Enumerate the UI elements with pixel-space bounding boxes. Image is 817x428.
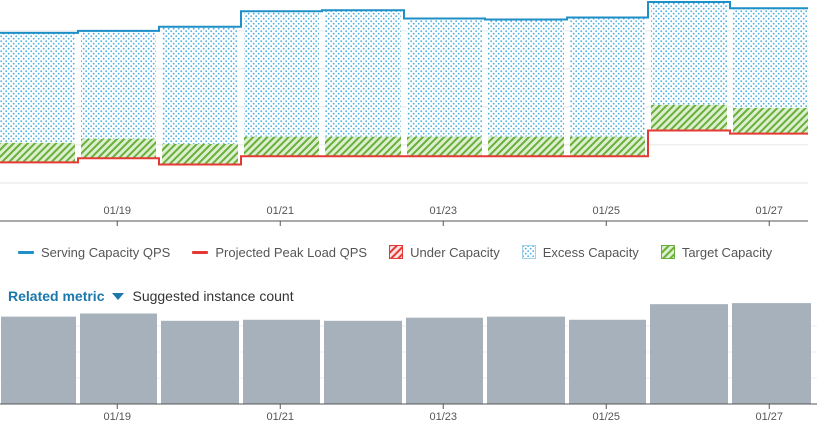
legend-label-projected-peak-load: Projected Peak Load QPS <box>215 244 368 260</box>
instance-x-tick-label: 01/23 <box>429 411 457 423</box>
capacity-x-tick-label: 01/27 <box>755 205 783 217</box>
legend-label-under-capacity: Under Capacity <box>410 244 500 260</box>
capacity-x-tick-label: 01/19 <box>103 205 131 217</box>
instance-count-bar[interactable] <box>406 317 483 404</box>
instance-count-bar[interactable] <box>732 303 811 404</box>
instance-count-bar[interactable] <box>650 304 728 404</box>
legend-item-serving-capacity[interactable]: Serving Capacity QPS <box>18 245 170 260</box>
target-capacity-swatch <box>660 245 675 259</box>
instance-count-bar[interactable] <box>243 319 320 404</box>
caret-down-icon <box>112 292 125 300</box>
target-capacity-band <box>407 136 482 157</box>
related-metric-bar: Related metric Suggested instance count <box>8 288 294 304</box>
excess-capacity-band <box>325 10 401 137</box>
legend: Serving Capacity QPS Projected Peak Load… <box>18 242 794 262</box>
excess-capacity-band <box>407 18 482 137</box>
instance-count-bar[interactable] <box>324 320 402 404</box>
legend-item-excess-capacity[interactable]: Excess Capacity <box>521 244 639 260</box>
excess-capacity-band <box>244 11 319 137</box>
legend-item-under-capacity[interactable]: Under Capacity <box>389 245 500 260</box>
related-metric-dropdown[interactable]: Related metric <box>8 288 132 304</box>
legend-item-target-capacity[interactable]: Target Capacity <box>660 244 773 260</box>
target-capacity-band <box>570 136 645 157</box>
serving-capacity-line <box>0 1 808 34</box>
excess-capacity-band <box>733 8 808 108</box>
target-capacity-band <box>0 142 75 163</box>
target-capacity-band <box>651 104 727 131</box>
excess-capacity-band <box>651 2 727 105</box>
capacity-x-tick-label: 01/23 <box>429 205 457 217</box>
target-capacity-band <box>162 143 238 165</box>
target-capacity-band <box>488 136 564 157</box>
excess-capacity-band <box>162 26 238 144</box>
instance-count-chart: 01/19 01/21 01/23 01/25 01/27 <box>0 303 817 423</box>
excess-capacity-swatch <box>521 245 536 259</box>
instance-count-bar[interactable] <box>487 316 565 404</box>
legend-item-projected-peak-load[interactable]: Projected Peak Load QPS <box>192 245 367 260</box>
instance-x-tick-label: 01/25 <box>592 411 620 423</box>
capacity-x-tick-label: 01/21 <box>266 205 294 217</box>
excess-capacity-band <box>81 30 156 139</box>
excess-capacity-band <box>488 19 564 137</box>
related-metric-value: Suggested instance count <box>132 288 294 304</box>
projected-peak-load-line <box>0 129 808 166</box>
target-capacity-band <box>733 107 808 134</box>
instance-count-bar[interactable] <box>161 320 239 404</box>
capacity-chart: 01/19 01/21 01/23 01/25 01/27 <box>0 1 808 226</box>
instance-count-bar[interactable] <box>569 319 646 404</box>
instance-count-bar[interactable] <box>1 316 76 404</box>
excess-capacity-band <box>0 32 75 143</box>
capacity-x-tick-label: 01/25 <box>592 205 620 217</box>
instance-x-tick-label: 01/19 <box>103 411 131 423</box>
target-capacity-band <box>81 138 156 159</box>
under-capacity-swatch <box>389 245 404 259</box>
serving-capacity-swatch <box>18 250 34 254</box>
legend-label-target-capacity: Target Capacity <box>681 244 773 260</box>
instance-x-tick-label: 01/27 <box>755 411 783 423</box>
legend-label-excess-capacity: Excess Capacity <box>542 244 639 260</box>
target-capacity-band <box>244 136 319 157</box>
instance-count-bar[interactable] <box>80 313 157 404</box>
excess-capacity-band <box>570 17 645 137</box>
target-capacity-band <box>325 136 401 157</box>
related-metric-label: Related metric <box>8 288 105 304</box>
legend-label-serving-capacity: Serving Capacity QPS <box>41 244 171 260</box>
instance-x-tick-label: 01/21 <box>266 411 294 423</box>
projected-peak-load-swatch <box>192 250 209 254</box>
